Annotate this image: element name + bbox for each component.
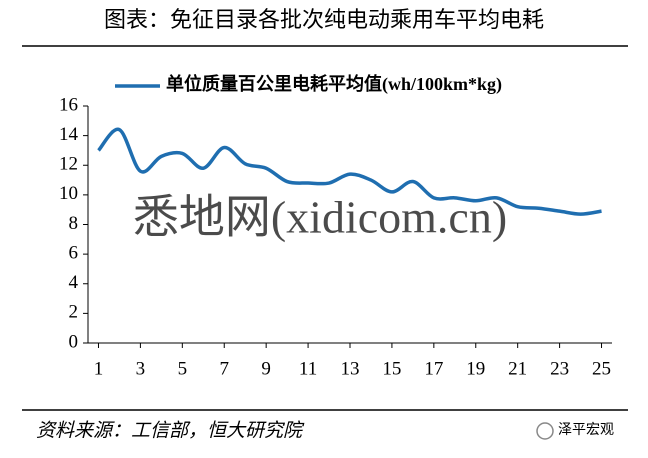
- y-tick-label: 12: [59, 154, 78, 175]
- y-tick-label: 6: [69, 242, 79, 263]
- y-tick-label: 4: [69, 272, 79, 293]
- x-tick-label: 25: [592, 358, 611, 379]
- data-line: [97, 127, 602, 216]
- y-tick-label: 16: [59, 94, 78, 115]
- y-tick-label: 10: [59, 183, 78, 204]
- x-tick-label: 23: [550, 358, 569, 379]
- brand-icon: [536, 422, 554, 440]
- x-tick-label: 13: [341, 358, 360, 379]
- source-note: 资料来源：工信部，恒大研究院: [36, 419, 305, 441]
- y-tick-label: 14: [59, 124, 79, 145]
- legend-label: 单位质量百公里电耗平均值(wh/100km*kg): [166, 73, 502, 95]
- x-tick-label: 21: [508, 358, 527, 379]
- brand: 泽平宏观: [558, 422, 614, 438]
- x-tick-label: 15: [382, 358, 401, 379]
- x-tick-label: 7: [219, 358, 229, 379]
- chart-title: 图表：免征目录各批次纯电动乘用车平均电耗: [104, 7, 544, 32]
- x-tick-label: 11: [299, 358, 317, 379]
- x-tick-label: 5: [178, 358, 188, 379]
- x-tick-label: 9: [261, 358, 271, 379]
- x-tick-label: 3: [136, 358, 146, 379]
- x-tick-label: 19: [466, 358, 485, 379]
- y-tick-label: 8: [69, 213, 79, 234]
- y-tick-label: 0: [69, 331, 79, 352]
- x-tick-label: 17: [424, 358, 443, 379]
- x-tick-label: 1: [94, 358, 104, 379]
- y-tick-label: 2: [69, 302, 79, 323]
